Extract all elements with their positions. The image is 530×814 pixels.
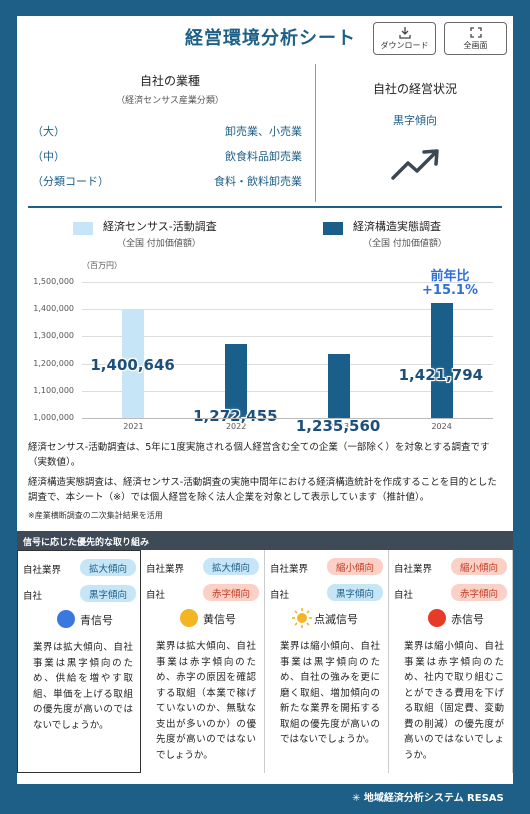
x-tick-label: 2021	[123, 422, 144, 431]
grid-line	[82, 336, 493, 338]
legend-sub-structure: （全国 付加価値額）	[363, 239, 447, 249]
company-trend-badge: 黒字傾向	[327, 584, 383, 601]
industry-row-key: （分類コード）	[32, 175, 109, 188]
fullscreen-icon	[469, 27, 482, 38]
grid-line	[82, 282, 493, 283]
signal-panel-heading: 信号に応じた優先的な取り組み	[17, 531, 513, 550]
note-secondary: ※産業横断調査の二次集計結果を活用	[28, 511, 163, 520]
industry-trend-badge: 縮小傾向	[451, 558, 507, 575]
signal-description: 業界は拡大傾向、自社事業は赤字傾向のため、赤字の原因を確認する取組（本業で稼げて…	[156, 641, 256, 761]
x-axis-line	[82, 418, 493, 419]
status-heading: 自社の経営状況	[372, 82, 457, 96]
yoy-value: +15.1%	[422, 283, 478, 298]
company-label: 自社	[394, 590, 414, 601]
legend-sub-census: （全国 付加価値額）	[117, 239, 201, 249]
section-divider	[28, 206, 502, 208]
y-tick-label: 1,400,000	[33, 304, 74, 314]
x-tick-label: 2022	[225, 422, 247, 431]
industry-row-key: （大）	[32, 125, 65, 138]
data-label-2024: 1,421,794	[398, 366, 484, 385]
company-label: 自社	[270, 590, 290, 601]
industry-trend-badge: 拡大傾向	[80, 559, 136, 576]
signal-panel: 信号に応じた優先的な取り組み 自社業界 拡大傾向 自社 黒字傾向 青信号 業界は拡大傾向、…	[17, 531, 513, 773]
sheet-card	[17, 16, 513, 784]
industry-trend-badge: 拡大傾向	[203, 558, 259, 575]
yellow-signal-icon	[180, 609, 198, 627]
blue-signal-icon	[57, 610, 75, 628]
signal-name: 点滅信号	[314, 613, 358, 626]
signal-column[interactable]: 自社業界 拡大傾向自社 黒字傾向青信号業界は拡大傾向、自社事業は黒字傾向のため、供給…	[17, 550, 141, 773]
download-icon	[398, 27, 411, 39]
company-trend-badge: 赤字傾向	[451, 584, 507, 601]
footer-brand: ✳ 地域経済分析システム RESAS	[352, 789, 504, 804]
industry-label: 自社業界	[394, 564, 433, 575]
bar-2022	[225, 343, 248, 418]
signal-name: 赤信号	[451, 613, 484, 626]
signal-name: 青信号	[80, 614, 113, 627]
download-button[interactable]: ダウンロード	[373, 22, 436, 55]
signal-name: 黄信号	[203, 613, 236, 626]
yoy-annotation: 前年比 +15.1%	[420, 270, 480, 298]
grid-line	[82, 390, 493, 392]
industry-row-value: 食料・飲料卸売業	[214, 175, 302, 188]
legend-swatch-census	[73, 222, 93, 235]
legend-label-census: 経済センサス-活動調査	[103, 220, 217, 233]
note-structure: 経済構造実態調査は、経済センサス-活動調査の実施中間年における経済構造統計を作成…	[28, 477, 497, 503]
industry-row-value: 卸売業、小売業	[225, 125, 302, 138]
industry-label: 自社業界	[270, 564, 309, 575]
grid-line	[82, 363, 493, 365]
signal-column[interactable]: 自社業界 縮小傾向自社 赤字傾向赤信号業界は縮小傾向、自社事業は赤字傾向のため、社内…	[389, 550, 513, 773]
fullscreen-button[interactable]: 全画面	[444, 22, 507, 55]
grid-line	[82, 309, 493, 311]
signal-description: 業界は縮小傾向、自社事業は赤字傾向のため、社内で取り組むことができる費用を下げる…	[404, 641, 504, 761]
company-label: 自社	[23, 591, 43, 602]
bar-2023	[327, 353, 350, 418]
y-tick-label: 1,500,000	[33, 277, 74, 286]
industry-subheading: （経済センサス産業分類）	[116, 96, 224, 106]
yoy-label: 前年比	[430, 269, 470, 284]
industry-row-value: 飲食料品卸売業	[225, 150, 302, 163]
download-label: ダウンロード	[380, 41, 429, 50]
footer-brand-text: 地域経済分析システム RESAS	[363, 793, 504, 804]
note-census: 経済センサス-活動調査は、5年に1度実施される個人経営含む全ての企業（一部除く）…	[28, 442, 490, 468]
company-trend-badge: 赤字傾向	[203, 584, 259, 601]
bar-2024	[430, 303, 453, 418]
trend-up-icon	[391, 149, 439, 180]
y-tick-label: 1,200,000	[33, 358, 74, 368]
y-tick-label: 1,300,000	[33, 331, 74, 341]
signal-description: 業界は拡大傾向、自社事業は黒字傾向のため、供給を増やす取組、単価を上げる取組の優…	[33, 642, 133, 731]
signal-column[interactable]: 自社業界 縮小傾向自社 黒字傾向点滅信号業界は縮小傾向、自社事業は黒字傾向のため、自…	[265, 550, 389, 773]
section-divider	[315, 64, 316, 202]
company-label: 自社	[146, 590, 166, 601]
y-tick-label: 1,000,000	[33, 413, 74, 422]
x-tick-label: 2023	[328, 422, 350, 431]
bar-2021	[122, 309, 145, 418]
red-signal-icon	[428, 609, 446, 627]
industry-heading: 自社の業種	[139, 74, 200, 88]
industry-trend-badge: 縮小傾向	[327, 558, 383, 575]
data-label-2021: 1,400,646	[90, 356, 175, 375]
signal-column[interactable]: 自社業界 拡大傾向自社 赤字傾向黄信号業界は拡大傾向、自社事業は赤字傾向のため、赤字…	[141, 550, 265, 773]
industry-row-key: （中）	[32, 150, 65, 163]
data-label-2023: 1,235,560	[295, 416, 381, 435]
industry-label: 自社業界	[146, 564, 185, 575]
status-trend: 黒字傾向	[393, 114, 437, 127]
industry-label: 自社業界	[23, 565, 62, 576]
fullscreen-label: 全画面	[463, 41, 488, 50]
data-label-2022: 1,272,455	[193, 406, 278, 425]
legend-swatch-structure	[323, 222, 343, 235]
company-trend-badge: 黒字傾向	[80, 585, 136, 602]
blinking-signal-icon	[292, 608, 312, 628]
chart-unit-label: （百万円）	[82, 261, 122, 270]
signal-description: 業界は縮小傾向、自社事業は黒字傾向のため、自社の強みを更に磨く取組、増加傾向の新…	[280, 641, 380, 745]
x-tick-label: 2024	[431, 422, 452, 431]
resas-logo-icon: ✳	[352, 793, 364, 804]
legend-label-structure: 経済構造実態調査	[353, 220, 441, 233]
page-title: 経営環境分析シート	[185, 28, 356, 49]
y-tick-label: 1,100,000	[33, 385, 74, 395]
